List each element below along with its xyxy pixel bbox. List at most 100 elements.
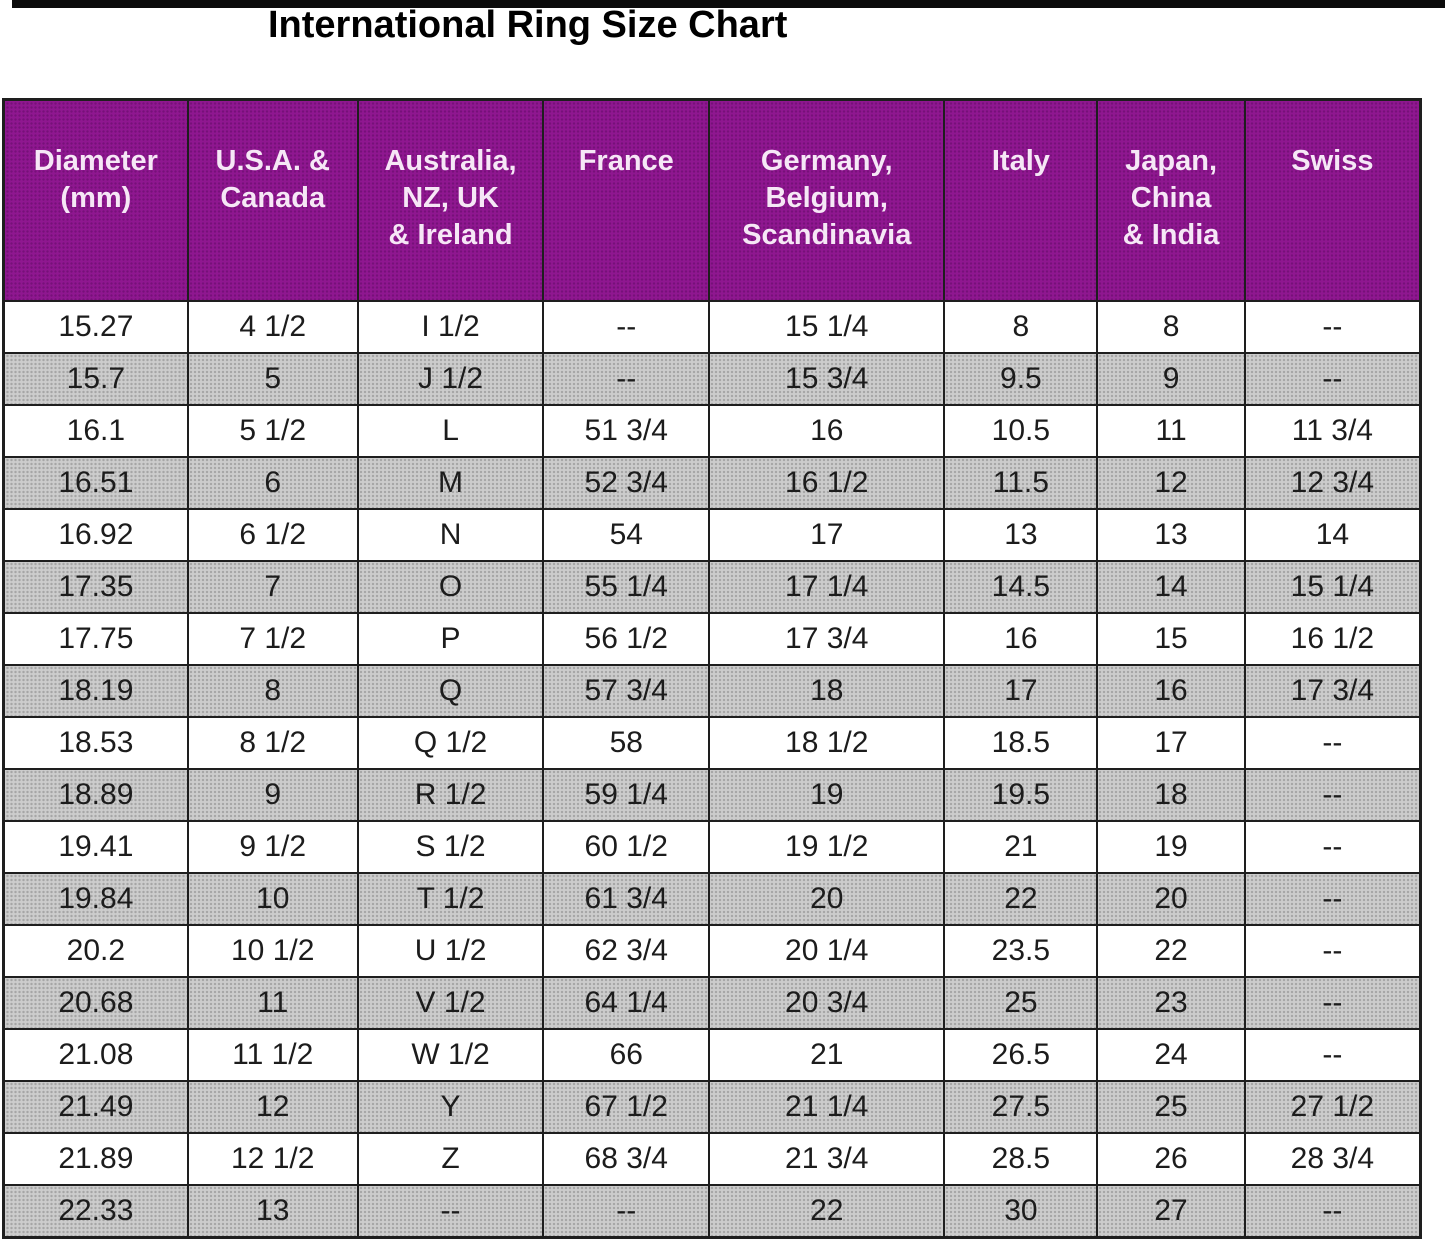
table-row: 21.08 11 1/2 W 1/2 66 21 26.5 24 -- — [2, 1028, 1422, 1082]
table-cell-germany-belgium-scandinavia: 17 — [708, 508, 946, 562]
table-cell-swiss: -- — [1243, 872, 1422, 926]
table-cell-usa-canada: 6 1/2 — [186, 508, 359, 562]
table-cell-france: 55 1/4 — [542, 560, 711, 614]
table-cell-japan-china-india: 9 — [1096, 352, 1246, 406]
table-row: 22.33 13 -- -- 22 30 27 -- — [2, 1184, 1422, 1239]
table-cell-swiss: 27 1/2 — [1243, 1080, 1422, 1134]
table-row: 21.49 12 Y 67 1/2 21 1/4 27.5 25 27 1/2 — [2, 1080, 1422, 1134]
table-cell-japan-china-india: 13 — [1096, 508, 1246, 562]
table-cell-diameter-mm: 21.89 — [2, 1132, 189, 1186]
table-row: 17.35 7 O 55 1/4 17 1/4 14.5 14 15 1/4 — [2, 560, 1422, 614]
table-cell-swiss: -- — [1243, 716, 1422, 770]
table-cell-italy: 18.5 — [943, 716, 1099, 770]
table-cell-japan-china-india: 26 — [1096, 1132, 1246, 1186]
top-border-strip — [12, 0, 1445, 8]
table-row: 15.27 4 1/2 I 1/2 -- 15 1/4 8 8 -- — [2, 300, 1422, 354]
table-cell-japan-china-india: 18 — [1096, 768, 1246, 822]
table-cell-australia-nz-uk-ireland: N — [356, 508, 545, 562]
table-cell-france: 58 — [542, 716, 711, 770]
table-cell-usa-canada: 11 — [186, 976, 359, 1030]
table-cell-germany-belgium-scandinavia: 15 3/4 — [708, 352, 946, 406]
table-row: 16.1 5 1/2 L 51 3/4 16 10.5 11 11 3/4 — [2, 404, 1422, 458]
table-row: 18.89 9 R 1/2 59 1/4 19 19.5 18 -- — [2, 768, 1422, 822]
table-cell-swiss: -- — [1243, 768, 1422, 822]
header-cell-france: France — [542, 98, 711, 302]
table-cell-japan-china-india: 16 — [1096, 664, 1246, 718]
table-cell-australia-nz-uk-ireland: I 1/2 — [356, 300, 545, 354]
table-cell-australia-nz-uk-ireland: Z — [356, 1132, 545, 1186]
table-cell-diameter-mm: 22.33 — [2, 1184, 189, 1239]
table-cell-germany-belgium-scandinavia: 19 — [708, 768, 946, 822]
table-cell-italy: 11.5 — [943, 456, 1099, 510]
table-cell-australia-nz-uk-ireland: L — [356, 404, 545, 458]
table-cell-germany-belgium-scandinavia: 17 3/4 — [708, 612, 946, 666]
table-cell-australia-nz-uk-ireland: O — [356, 560, 545, 614]
header-row: Diameter (mm) U.S.A. & Canada Australia,… — [2, 98, 1422, 302]
table-cell-germany-belgium-scandinavia: 16 1/2 — [708, 456, 946, 510]
table-cell-australia-nz-uk-ireland: R 1/2 — [356, 768, 545, 822]
table-cell-france: 60 1/2 — [542, 820, 711, 874]
table-row: 19.41 9 1/2 S 1/2 60 1/2 19 1/2 21 19 -- — [2, 820, 1422, 874]
table-row: 18.53 8 1/2 Q 1/2 58 18 1/2 18.5 17 -- — [2, 716, 1422, 770]
table-cell-germany-belgium-scandinavia: 15 1/4 — [708, 300, 946, 354]
table-cell-japan-china-india: 12 — [1096, 456, 1246, 510]
table-row: 20.68 11 V 1/2 64 1/4 20 3/4 25 23 -- — [2, 976, 1422, 1030]
table-row: 19.84 10 T 1/2 61 3/4 20 22 20 -- — [2, 872, 1422, 926]
table-cell-usa-canada: 13 — [186, 1184, 359, 1239]
table-cell-italy: 19.5 — [943, 768, 1099, 822]
table-cell-france: -- — [542, 300, 711, 354]
table-cell-japan-china-india: 17 — [1096, 716, 1246, 770]
table-cell-japan-china-india: 14 — [1096, 560, 1246, 614]
table-cell-diameter-mm: 17.35 — [2, 560, 189, 614]
table-row: 16.51 6 M 52 3/4 16 1/2 11.5 12 12 3/4 — [2, 456, 1422, 510]
table-cell-france: 61 3/4 — [542, 872, 711, 926]
table-cell-usa-canada: 12 1/2 — [186, 1132, 359, 1186]
table-cell-germany-belgium-scandinavia: 21 1/4 — [708, 1080, 946, 1134]
table-cell-italy: 27.5 — [943, 1080, 1099, 1134]
table-cell-swiss: 14 — [1243, 508, 1422, 562]
ring-size-table: Diameter (mm) U.S.A. & Canada Australia,… — [2, 98, 1422, 1239]
table-cell-australia-nz-uk-ireland: J 1/2 — [356, 352, 545, 406]
table-cell-france: 67 1/2 — [542, 1080, 711, 1134]
table-cell-france: -- — [542, 352, 711, 406]
header-cell-swiss: Swiss — [1243, 98, 1422, 302]
table-row: 21.89 12 1/2 Z 68 3/4 21 3/4 28.5 26 28 3/4 — [2, 1132, 1422, 1186]
table-cell-france: -- — [542, 1184, 711, 1239]
table-cell-france: 52 3/4 — [542, 456, 711, 510]
table-header: Diameter (mm) U.S.A. & Canada Australia,… — [2, 98, 1422, 302]
table-cell-france: 57 3/4 — [542, 664, 711, 718]
table-cell-usa-canada: 12 — [186, 1080, 359, 1134]
table-cell-usa-canada: 7 — [186, 560, 359, 614]
table-cell-swiss: 16 1/2 — [1243, 612, 1422, 666]
table-cell-italy: 23.5 — [943, 924, 1099, 978]
table-cell-swiss: 28 3/4 — [1243, 1132, 1422, 1186]
table-cell-usa-canada: 10 — [186, 872, 359, 926]
table-cell-diameter-mm: 18.19 — [2, 664, 189, 718]
table-cell-diameter-mm: 15.27 — [2, 300, 189, 354]
table-cell-italy: 28.5 — [943, 1132, 1099, 1186]
table-cell-germany-belgium-scandinavia: 20 1/4 — [708, 924, 946, 978]
table-cell-usa-canada: 5 1/2 — [186, 404, 359, 458]
table-cell-australia-nz-uk-ireland: -- — [356, 1184, 545, 1239]
table-cell-usa-canada: 8 — [186, 664, 359, 718]
table-cell-italy: 22 — [943, 872, 1099, 926]
table-cell-diameter-mm: 15.7 — [2, 352, 189, 406]
header-cell-japan-china-india: Japan, China & India — [1096, 98, 1246, 302]
table-cell-australia-nz-uk-ireland: S 1/2 — [356, 820, 545, 874]
table-cell-france: 59 1/4 — [542, 768, 711, 822]
header-cell-italy: Italy — [943, 98, 1099, 302]
table-cell-australia-nz-uk-ireland: P — [356, 612, 545, 666]
table-cell-germany-belgium-scandinavia: 20 — [708, 872, 946, 926]
table-row: 16.92 6 1/2 N 54 17 13 13 14 — [2, 508, 1422, 562]
table-cell-usa-canada: 4 1/2 — [186, 300, 359, 354]
table-cell-germany-belgium-scandinavia: 22 — [708, 1184, 946, 1239]
table-cell-usa-canada: 10 1/2 — [186, 924, 359, 978]
table-cell-italy: 16 — [943, 612, 1099, 666]
table-cell-japan-china-india: 8 — [1096, 300, 1246, 354]
table-cell-japan-china-india: 25 — [1096, 1080, 1246, 1134]
header-cell-germany-belgium-scandinavia: Germany, Belgium, Scandinavia — [708, 98, 946, 302]
table-cell-usa-canada: 9 1/2 — [186, 820, 359, 874]
table-cell-germany-belgium-scandinavia: 18 1/2 — [708, 716, 946, 770]
table-cell-diameter-mm: 19.84 — [2, 872, 189, 926]
